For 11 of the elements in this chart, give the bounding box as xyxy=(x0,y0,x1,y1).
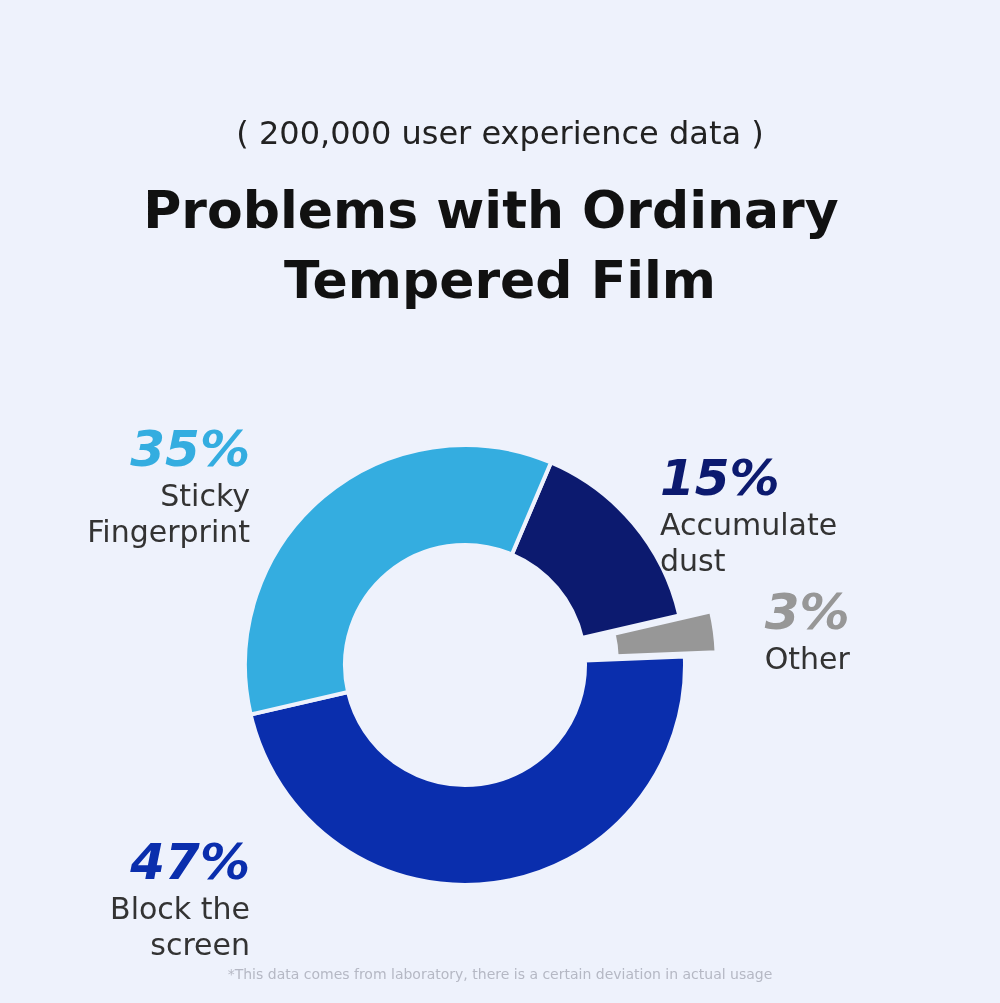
data-label: 3% xyxy=(764,582,850,641)
data-label: 15% xyxy=(660,448,780,507)
data-label: 47% xyxy=(129,832,250,891)
chart-subtitle: ( 200,000 user experience data ) xyxy=(236,114,764,152)
data-label: 35% xyxy=(130,419,250,478)
slice-label: Sticky Fingerprint xyxy=(87,478,251,550)
text: *This data comes from laboratory, there is a certain deviation in actual usage xyxy=(227,966,773,982)
slice-label: Block the screen xyxy=(110,891,250,963)
slice-label: Other xyxy=(764,641,851,677)
chart-title: Problems with Ordinary Tempered Film xyxy=(143,180,857,310)
slice-label: Accumulate dust xyxy=(660,507,838,579)
